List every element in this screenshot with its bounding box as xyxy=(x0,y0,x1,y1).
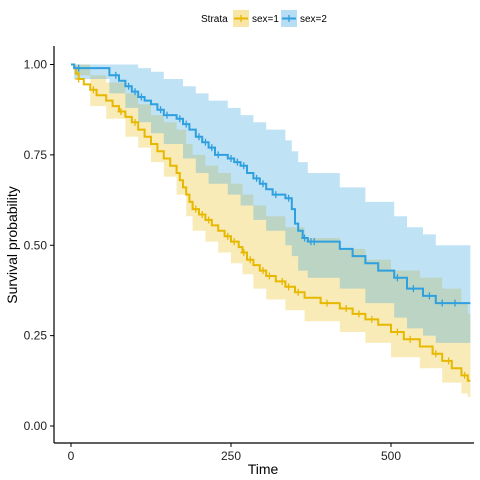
censor-mark-sex-1 xyxy=(294,288,302,296)
censor-mark-sex-1 xyxy=(461,371,469,379)
censor-mark-sex-2 xyxy=(285,194,293,202)
censor-mark-sex-1 xyxy=(230,238,238,246)
censor-mark-sex-2 xyxy=(176,115,184,123)
censor-mark-sex-1 xyxy=(117,107,125,115)
y-tick-label: 0.00 xyxy=(24,419,48,433)
censor-mark-sex-2 xyxy=(259,180,267,188)
censor-mark-sex-2 xyxy=(272,191,280,199)
censor-mark-sex-2 xyxy=(131,88,139,96)
censor-mark-sex-2 xyxy=(240,162,248,170)
censor-mark-sex-1 xyxy=(198,211,206,219)
censor-mark-sex-2 xyxy=(125,82,133,90)
legend: Strata sex=1 sex=2 xyxy=(201,10,327,27)
censor-mark-sex-1 xyxy=(259,267,267,275)
censor-mark-sex-1 xyxy=(89,86,97,94)
y-tick-label: 1.00 xyxy=(24,58,48,72)
censor-mark-sex-2 xyxy=(310,238,318,246)
censor-mark-sex-1 xyxy=(131,118,139,126)
censor-mark-sex-2 xyxy=(438,299,446,307)
censor-mark-sex-1 xyxy=(192,205,200,213)
censor-mark-sex-2 xyxy=(451,299,459,307)
censor-mark-sex-2 xyxy=(195,133,203,141)
censor-mark-sex-1 xyxy=(355,310,363,318)
censor-mark-sex-2 xyxy=(208,144,216,152)
censor-mark-sex-1 xyxy=(432,350,440,358)
censor-mark-sex-2 xyxy=(157,106,165,114)
ci-band-sex-2 xyxy=(71,64,471,343)
plot-area xyxy=(71,63,471,398)
censor-mark-sex-1 xyxy=(75,75,83,83)
legend-label-sex-1: sex=1 xyxy=(252,14,279,25)
series-line-sex-1 xyxy=(71,63,471,382)
censor-mark-sex-2 xyxy=(137,93,145,101)
censor-mark-sex-2 xyxy=(425,292,433,300)
legend-title: Strata xyxy=(201,14,228,25)
y-axis-title: Survival probability xyxy=(4,186,20,304)
censor-mark-sex-2 xyxy=(393,274,401,282)
censor-mark-sex-2 xyxy=(112,71,120,79)
censor-mark-sex-2 xyxy=(301,234,309,242)
censor-mark-sex-2 xyxy=(253,174,261,182)
legend-item-sex-1: sex=1 xyxy=(233,10,279,27)
y-tick-label: 0.25 xyxy=(24,329,48,343)
legend-label-sex-2: sex=2 xyxy=(300,14,327,25)
censor-mark-sex-1 xyxy=(393,328,401,336)
censor-mark-sex-2 xyxy=(409,285,417,293)
censor-mark-sex-2 xyxy=(214,151,222,159)
legend-item-sex-2: sex=2 xyxy=(281,10,327,27)
ci-band-sex-1 xyxy=(71,64,471,398)
censor-mark-sex-2 xyxy=(233,158,241,166)
censor-mark-sex-2 xyxy=(227,154,235,162)
censor-mark-sex-2 xyxy=(201,138,209,146)
y-tick-label: 0.50 xyxy=(24,238,48,252)
censor-mark-sex-1 xyxy=(445,357,453,365)
x-tick-label: 0 xyxy=(68,449,75,463)
axes: 0.00 0.25 0.50 0.75 1.00 0 250 500 xyxy=(24,46,474,463)
x-axis-title: Time xyxy=(248,461,279,477)
censor-mark-sex-1 xyxy=(205,216,213,224)
censor-mark-sex-2 xyxy=(163,111,171,119)
censor-mark-sex-1 xyxy=(323,299,331,307)
censor-mark-sex-1 xyxy=(278,277,286,285)
censor-mark-sex-2 xyxy=(182,120,190,128)
x-tick-label: 500 xyxy=(381,449,401,463)
y-tick-label: 0.75 xyxy=(24,148,48,162)
censor-mark-sex-1 xyxy=(240,248,248,256)
censor-mark-sex-2 xyxy=(75,64,83,72)
x-tick-label: 250 xyxy=(221,449,241,463)
censor-mark-sex-1 xyxy=(368,315,376,323)
censor-mark-sex-1 xyxy=(406,335,414,343)
censor-mark-sex-1 xyxy=(246,256,254,264)
censor-mark-sex-1 xyxy=(265,272,273,280)
censor-mark-sex-1 xyxy=(224,232,232,240)
censor-mark-sex-1 xyxy=(342,305,350,313)
censor-mark-sex-1 xyxy=(285,283,293,291)
